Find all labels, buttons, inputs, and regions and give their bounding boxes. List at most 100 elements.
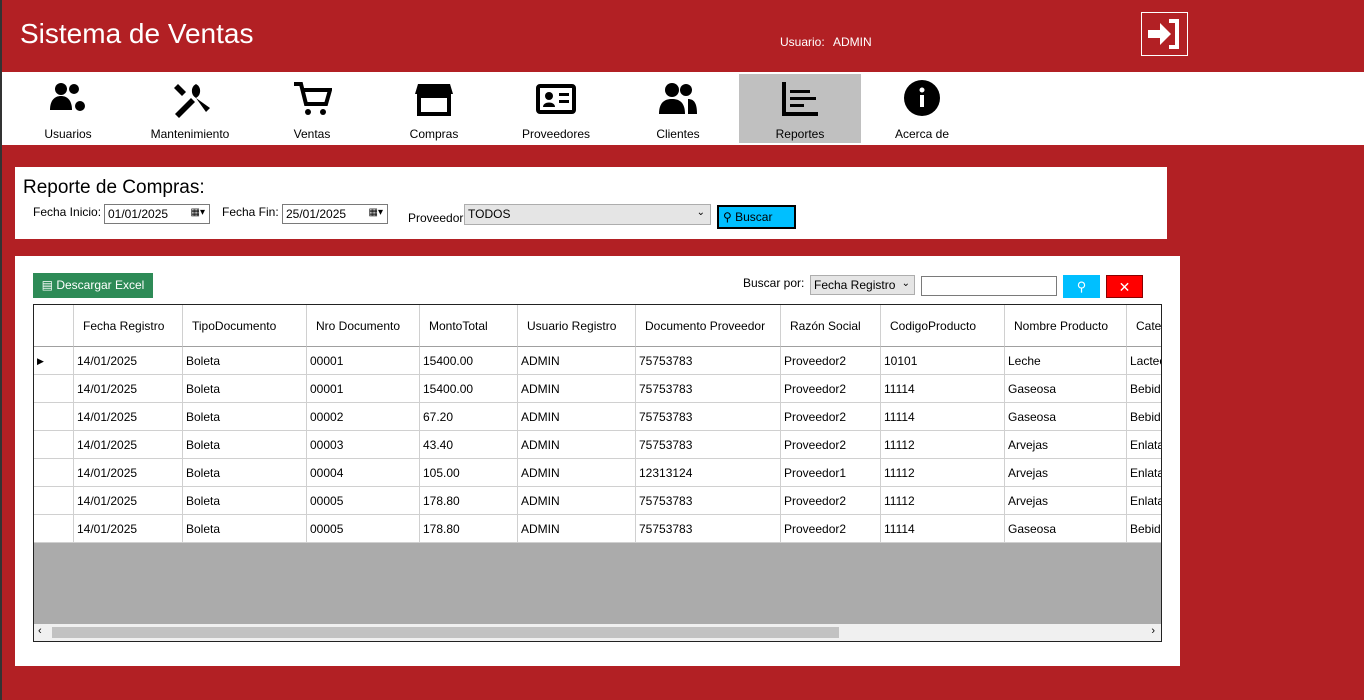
logout-button[interactable] [1141,12,1188,56]
grid-cell[interactable]: 11114 [881,375,1005,403]
column-header[interactable]: CodigoProducto [881,305,1005,347]
grid-cell[interactable]: ADMIN [518,375,636,403]
grid-cell[interactable]: Leche [1005,347,1127,375]
grid-cell[interactable]: 14/01/2025 [74,403,183,431]
grid-cell[interactable]: Boleta [183,347,307,375]
column-header[interactable]: Documento Proveedor [636,305,781,347]
nav-item[interactable]: Reportes [739,74,861,143]
grid-cell[interactable]: 67.20 [420,403,518,431]
grid-cell[interactable]: 178.80 [420,515,518,543]
grid-cell[interactable]: Bebidas [1127,515,1161,543]
grid-cell[interactable]: 14/01/2025 [74,515,183,543]
grid-cell[interactable]: Arvejas [1005,459,1127,487]
row-header[interactable] [34,487,74,515]
grid-cell[interactable]: Proveedor1 [781,459,881,487]
row-header[interactable] [34,375,74,403]
row-header[interactable] [34,515,74,543]
grid-cell[interactable]: 00005 [307,487,420,515]
grid-cell[interactable]: 75753783 [636,487,781,515]
grid-cell[interactable]: ADMIN [518,515,636,543]
grid-cell[interactable]: Proveedor2 [781,347,881,375]
row-header[interactable] [34,459,74,487]
grid-cell[interactable]: ADMIN [518,459,636,487]
grid-cell[interactable]: 75753783 [636,347,781,375]
grid-cell[interactable]: 75753783 [636,375,781,403]
grid-cell[interactable]: 14/01/2025 [74,459,183,487]
search-input[interactable] [921,276,1057,296]
grid-cell[interactable]: 00004 [307,459,420,487]
scrollbar[interactable]: ‹ › [34,624,1161,641]
grid-cell[interactable]: Enlatados [1127,459,1161,487]
grid-cell[interactable]: 12313124 [636,459,781,487]
grid-cell[interactable]: 14/01/2025 [74,375,183,403]
grid-cell[interactable]: 75753783 [636,431,781,459]
nav-item[interactable]: Usuarios [7,74,129,143]
nav-item[interactable]: Ventas [251,74,373,143]
grid-cell[interactable]: Bebidas [1127,403,1161,431]
grid-cell[interactable]: Boleta [183,459,307,487]
start-date[interactable]: 01/01/2025 ▦▾ [104,204,210,224]
find-button[interactable]: ⚲ [1063,275,1100,298]
grid-cell[interactable]: 14/01/2025 [74,431,183,459]
search-by-select[interactable]: Fecha Registro ⌄ [810,275,915,295]
column-header[interactable]: MontoTotal [420,305,518,347]
grid-cell[interactable]: 11114 [881,403,1005,431]
grid-cell[interactable]: Bebidas [1127,375,1161,403]
grid-cell[interactable]: 11112 [881,487,1005,515]
grid-cell[interactable]: 15400.00 [420,347,518,375]
grid-cell[interactable]: 00001 [307,375,420,403]
grid-cell[interactable]: ADMIN [518,403,636,431]
nav-item[interactable]: Acerca de [861,74,983,143]
grid-cell[interactable]: 00002 [307,403,420,431]
grid-cell[interactable]: ADMIN [518,487,636,515]
grid-cell[interactable]: Lacteos [1127,347,1161,375]
row-header[interactable] [34,431,74,459]
excel-button[interactable]: ▤ Descargar Excel [33,273,153,298]
nav-item[interactable]: Clientes [617,74,739,143]
nav-item[interactable]: Compras [373,74,495,143]
grid-cell[interactable]: Enlatados [1127,431,1161,459]
column-header[interactable]: Razón Social [781,305,881,347]
grid-cell[interactable]: Boleta [183,515,307,543]
grid-cell[interactable]: 00005 [307,515,420,543]
column-header[interactable]: TipoDocumento [183,305,307,347]
grid-cell[interactable]: 75753783 [636,515,781,543]
grid-cell[interactable]: Boleta [183,431,307,459]
column-header[interactable]: Nombre Producto [1005,305,1127,347]
grid-cell[interactable]: Enlatados [1127,487,1161,515]
grid-cell[interactable]: Proveedor2 [781,375,881,403]
grid-cell[interactable]: Boleta [183,403,307,431]
grid-cell[interactable]: 15400.00 [420,375,518,403]
grid-cell[interactable]: Arvejas [1005,431,1127,459]
grid-cell[interactable]: Gaseosa [1005,403,1127,431]
grid-cell[interactable]: 11112 [881,459,1005,487]
row-header[interactable] [34,403,74,431]
grid-cell[interactable]: 00003 [307,431,420,459]
grid-cell[interactable]: Proveedor2 [781,403,881,431]
grid-cell[interactable]: Gaseosa [1005,515,1127,543]
column-header[interactable]: Nro Documento [307,305,420,347]
grid-cell[interactable]: ADMIN [518,431,636,459]
column-header[interactable]: Categoria [1127,305,1161,347]
end-date[interactable]: 25/01/2025 ▦▾ [282,204,388,224]
grid-cell[interactable]: 00001 [307,347,420,375]
grid-cell[interactable]: Proveedor2 [781,515,881,543]
grid-cell[interactable]: 11114 [881,515,1005,543]
grid-cell[interactable]: 11112 [881,431,1005,459]
nav-item[interactable]: Mantenimiento [129,74,251,143]
grid-cell[interactable]: Arvejas [1005,487,1127,515]
grid-cell[interactable]: Proveedor2 [781,431,881,459]
column-header[interactable]: Fecha Registro [74,305,183,347]
search-button[interactable]: ⚲ Buscar [717,205,796,229]
supplier-select[interactable]: TODOS ⌄ [464,204,711,225]
grid-cell[interactable]: 75753783 [636,403,781,431]
grid-cell[interactable]: 14/01/2025 [74,487,183,515]
grid-cell[interactable]: 105.00 [420,459,518,487]
grid-cell[interactable]: Boleta [183,487,307,515]
grid-cell[interactable]: Gaseosa [1005,375,1127,403]
grid-cell[interactable]: 10101 [881,347,1005,375]
clear-button[interactable]: ✕ [1106,275,1143,298]
nav-item[interactable]: Proveedores [495,74,617,143]
grid-cell[interactable]: 43.40 [420,431,518,459]
grid-cell[interactable]: Proveedor2 [781,487,881,515]
